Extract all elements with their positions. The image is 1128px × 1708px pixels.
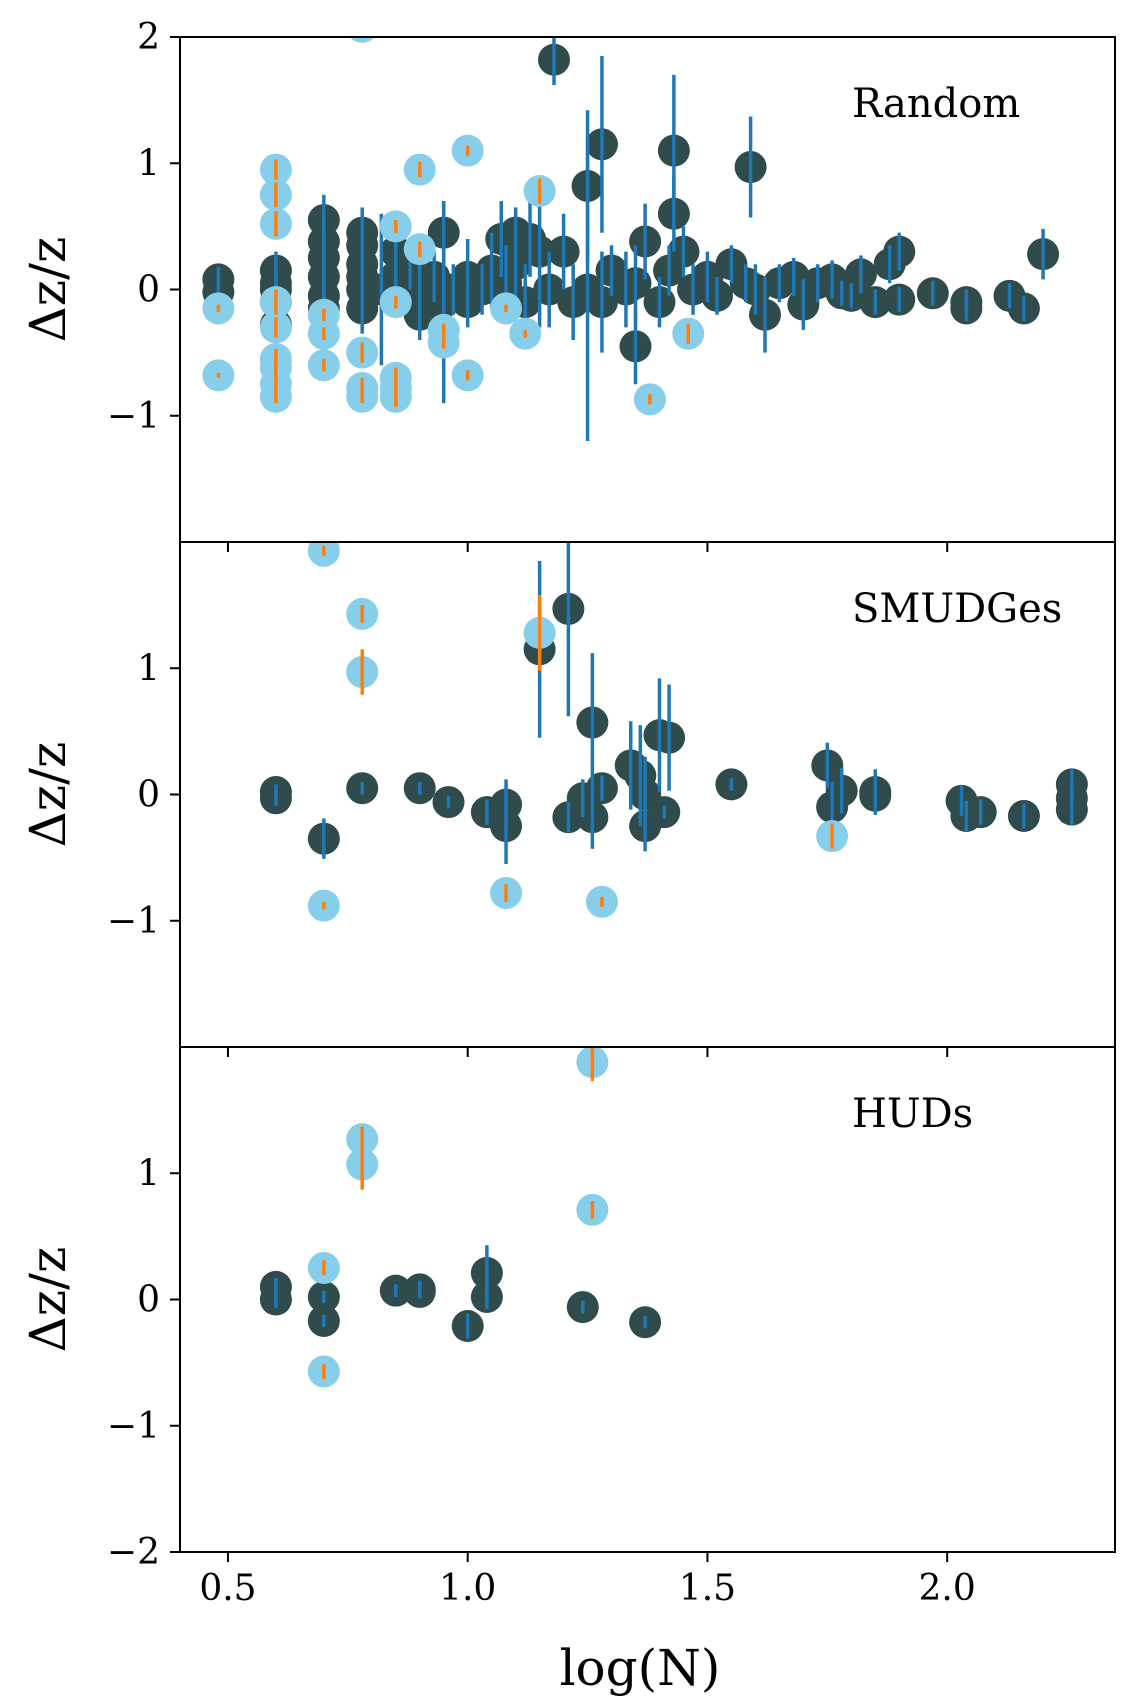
y-axis-label: Δz/z (19, 742, 77, 848)
x-tick-label: 0.5 (199, 1568, 256, 1609)
panels: −1 0 1 2 Random Δz/z −1 0 1 SMUDGes Δz/z −2 −1 0 1 HUDs… (19, 17, 1116, 1573)
x-axis-label: log(N) (560, 1639, 721, 1697)
x-tick-label: 1.5 (679, 1568, 736, 1609)
y-tick-label: 2 (137, 17, 160, 58)
series-light (202, 37, 705, 416)
panel-title: Random (852, 81, 1020, 127)
x-tick-label: 1.0 (439, 1568, 496, 1609)
plot-area (202, 37, 1060, 441)
y-tick-label: −2 (107, 1532, 160, 1573)
plot-area (259, 1047, 662, 1388)
y-tick-label: 0 (137, 270, 160, 311)
series-dark (259, 1245, 662, 1343)
y-axis-label: Δz/z (19, 1247, 77, 1353)
y-tick-label: 0 (137, 1280, 160, 1321)
x-axis: 0.5 1.0 1.5 2.0 (199, 1568, 975, 1609)
series-dark (259, 542, 1088, 864)
panel-title: HUDs (852, 1091, 973, 1137)
y-tick-label: 1 (137, 143, 160, 184)
y-tick-label: −1 (107, 1406, 160, 1447)
x-tick-label: 2.0 (919, 1568, 976, 1609)
panel-title: SMUDGes (852, 586, 1062, 632)
y-tick-label: 1 (137, 1153, 160, 1194)
series-light (307, 1047, 609, 1388)
plot-area (259, 542, 1088, 922)
panel-huds: −2 −1 0 1 HUDs Δz/z (19, 1046, 1116, 1573)
y-tick-label: −1 (107, 396, 160, 437)
panel-random: −1 0 1 2 Random Δz/z (19, 17, 1116, 552)
y-tick-label: 0 (137, 775, 160, 816)
y-tick-label: 1 (137, 648, 160, 689)
y-axis-label: Δz/z (19, 237, 77, 343)
series-light (307, 542, 849, 922)
y-tick-label: −1 (107, 901, 160, 942)
data-point (349, 37, 375, 43)
